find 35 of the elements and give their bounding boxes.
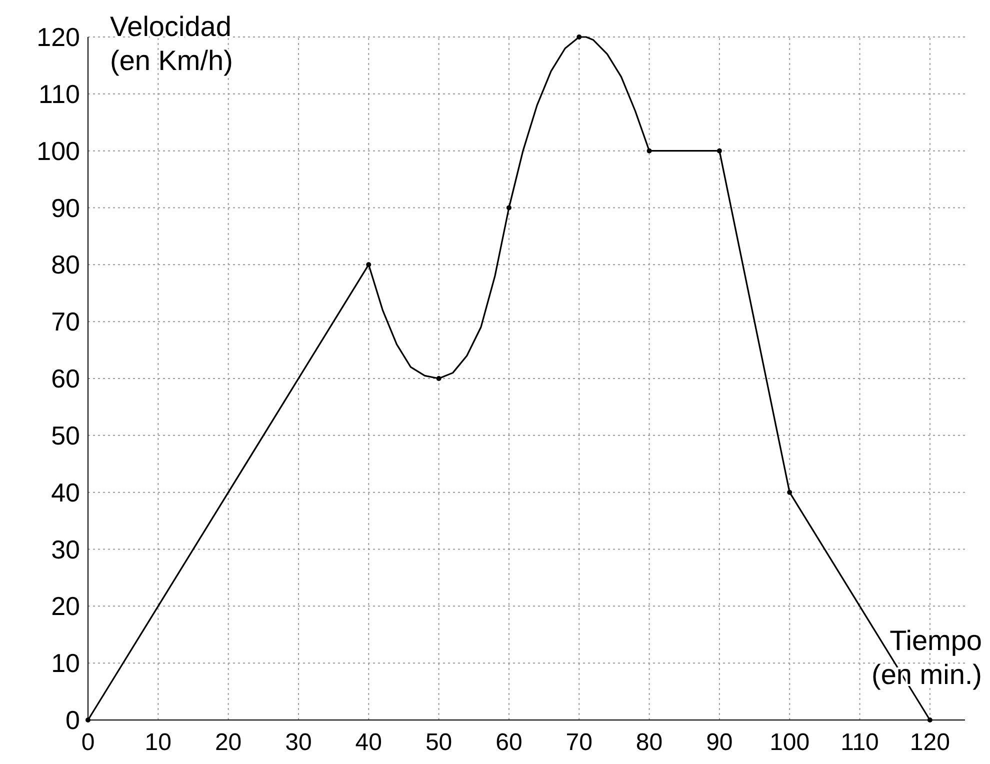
- x-tick-label: 110: [840, 729, 879, 756]
- x-tick-label: 20: [214, 729, 242, 756]
- x-tick-label: 50: [425, 729, 452, 756]
- y-axis-title: Velocidad (en Km/h): [110, 11, 233, 76]
- y-tick-label: 40: [51, 477, 80, 508]
- y-tick-label: 20: [51, 591, 80, 622]
- y-tick-label: 80: [51, 250, 80, 280]
- x-tick-label: 30: [285, 729, 312, 756]
- x-tick-label: 60: [496, 729, 522, 756]
- x-tick-label: 120: [910, 729, 950, 756]
- point: [436, 376, 442, 381]
- x-tick-label: 40: [355, 729, 382, 756]
- point: [787, 490, 792, 495]
- point: [927, 718, 932, 722]
- point: [506, 205, 512, 210]
- y-tick-label: 50: [51, 420, 80, 450]
- y-tick-label: 70: [51, 306, 80, 337]
- x-tick-label: 100: [770, 729, 810, 756]
- point: [366, 262, 372, 268]
- x-tick-label: 70: [566, 729, 592, 756]
- point: [576, 34, 582, 40]
- y-tick-label: 0: [66, 705, 80, 735]
- x-tick-label: 80: [636, 729, 663, 756]
- y-tick-label: 10: [51, 648, 80, 678]
- y-tick-label: 120: [36, 22, 80, 52]
- x-tick-label: 10: [144, 729, 172, 756]
- point: [86, 718, 90, 722]
- y-tick-label: 90: [51, 192, 80, 223]
- point: [646, 148, 652, 154]
- y-tick-label: 30: [51, 534, 80, 564]
- y-tick-label: 100: [36, 136, 80, 166]
- y-tick-label: 110: [38, 78, 80, 109]
- point: [716, 148, 722, 154]
- y-tick-label: 60: [51, 364, 80, 394]
- x-tick-label: 90: [706, 729, 733, 756]
